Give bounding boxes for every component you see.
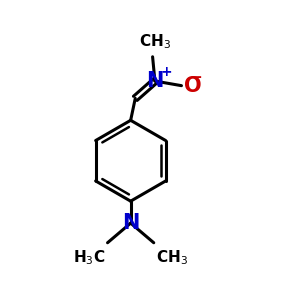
Text: CH$_3$: CH$_3$ bbox=[156, 248, 188, 266]
Text: CH$_3$: CH$_3$ bbox=[139, 32, 171, 51]
Text: +: + bbox=[160, 65, 172, 79]
Text: H$_3$C: H$_3$C bbox=[73, 248, 105, 266]
Text: N: N bbox=[146, 71, 164, 91]
Text: −: − bbox=[189, 70, 202, 85]
Text: N: N bbox=[122, 213, 139, 233]
Text: O: O bbox=[184, 76, 202, 96]
